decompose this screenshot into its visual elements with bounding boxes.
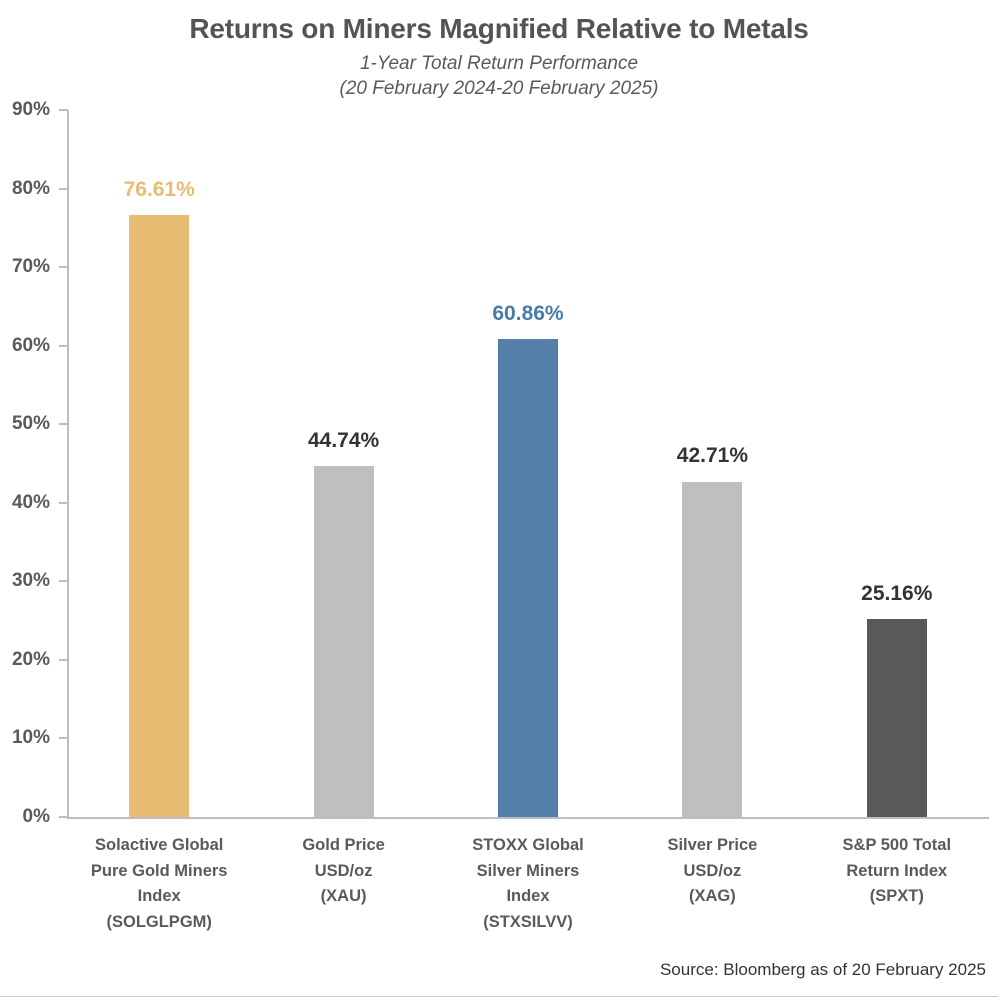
- x-axis-category-label-line: (SPXT): [869, 887, 924, 906]
- bar[interactable]: [498, 338, 558, 817]
- x-axis-category-label-line: Silver Price: [667, 836, 758, 854]
- x-axis-category-label-line: (SOLGLPGM): [106, 912, 212, 931]
- x-axis-category-label: Solactive Global Pure Gold Miners Index (SO…: [59, 833, 259, 935]
- chart-subtitle-line1: 1-Year Total Return Performance: [359, 52, 639, 74]
- y-axis-tick-label: 0%: [22, 806, 50, 827]
- x-axis-category-label-line: Pure Gold Miners: [90, 861, 228, 880]
- y-axis-tick-mark: [59, 109, 68, 111]
- footer-divider: [0, 996, 998, 997]
- y-axis-tick-label: 90%: [11, 99, 50, 120]
- y-axis-tick-label: 20%: [11, 648, 50, 670]
- y-axis-tick-mark: [59, 344, 68, 347]
- bar-value-label: 42.71%: [676, 444, 748, 468]
- x-axis-category-label-line: (STXSILVV): [483, 912, 573, 931]
- chart-subtitle-line2: (20 February 2024-20 February 2025): [339, 78, 659, 100]
- y-axis-tick-mark: [59, 501, 68, 504]
- y-axis-tick-mark: [59, 658, 68, 661]
- x-axis-category-label: Gold Price USD/oz (XAU): [244, 833, 444, 910]
- x-axis-category-label: STOXX Global Silver Miners Index (STXSILVV): [428, 833, 628, 935]
- y-axis-tick-mark: [59, 187, 68, 190]
- x-axis-category-label-line: Gold Price: [302, 836, 385, 854]
- bar-column[interactable]: [624, 481, 800, 817]
- bar-value-label: 76.61%: [123, 178, 195, 202]
- source-note: Source: Bloomberg as of 20 February 2025: [659, 960, 986, 979]
- x-axis-category-label-line: Index: [506, 887, 550, 906]
- bar[interactable]: [682, 481, 743, 817]
- title-block: Returns on Miners Magnified Relative to …: [0, 13, 998, 102]
- x-axis-category-label-line: (XAG): [689, 887, 736, 906]
- y-axis-tick-mark: [59, 266, 68, 269]
- bar-column[interactable]: [440, 338, 616, 817]
- x-axis-category-label-line: USD/oz: [314, 861, 373, 880]
- x-axis-category-label-line: S&P 500 Total: [842, 836, 952, 854]
- bar-column[interactable]: [256, 465, 432, 817]
- x-axis-category-label-line: Return Index: [846, 861, 948, 880]
- y-axis-line: [67, 110, 69, 818]
- bar-value-label: 44.74%: [307, 428, 380, 452]
- x-axis-category-label-line: Solactive Global: [95, 836, 224, 854]
- x-axis-category-label-line: Index: [137, 887, 181, 906]
- x-axis-baseline: [67, 817, 989, 819]
- bar-column[interactable]: [71, 215, 247, 817]
- y-axis-tick-label: 40%: [11, 491, 50, 513]
- x-axis-category-label: S&P 500 Total Return Index (SPXT): [797, 833, 997, 910]
- page-title: Returns on Miners Magnified Relative to …: [189, 13, 809, 44]
- y-axis-tick-mark: [59, 737, 68, 740]
- x-axis-category-label-line: USD/oz: [683, 861, 742, 880]
- bar[interactable]: [129, 215, 190, 817]
- x-axis-category-label-line: Silver Miners: [476, 861, 580, 880]
- y-axis-tick-label: 80%: [11, 177, 50, 199]
- y-axis-tick-label: 70%: [11, 256, 50, 278]
- y-axis-tick-label: 30%: [11, 570, 50, 592]
- bar-column[interactable]: [809, 619, 985, 817]
- y-axis-tick-mark: [59, 423, 68, 426]
- x-axis-category-label-line: STOXX Global: [472, 836, 584, 854]
- y-axis-tick-label: 50%: [11, 413, 50, 435]
- x-axis-category-label: Silver Price USD/oz (XAG): [612, 833, 812, 910]
- bar-value-label: 60.86%: [492, 301, 564, 325]
- y-axis-tick-label: 60%: [11, 334, 50, 356]
- bar-value-label: 25.16%: [861, 582, 933, 606]
- x-axis-category-label-line: (XAU): [320, 887, 367, 906]
- y-axis-tick-label: 10%: [11, 727, 50, 749]
- bar[interactable]: [313, 465, 374, 817]
- y-axis-tick-mark: [59, 816, 68, 818]
- bar[interactable]: [866, 619, 927, 817]
- y-axis-tick-mark: [59, 580, 68, 583]
